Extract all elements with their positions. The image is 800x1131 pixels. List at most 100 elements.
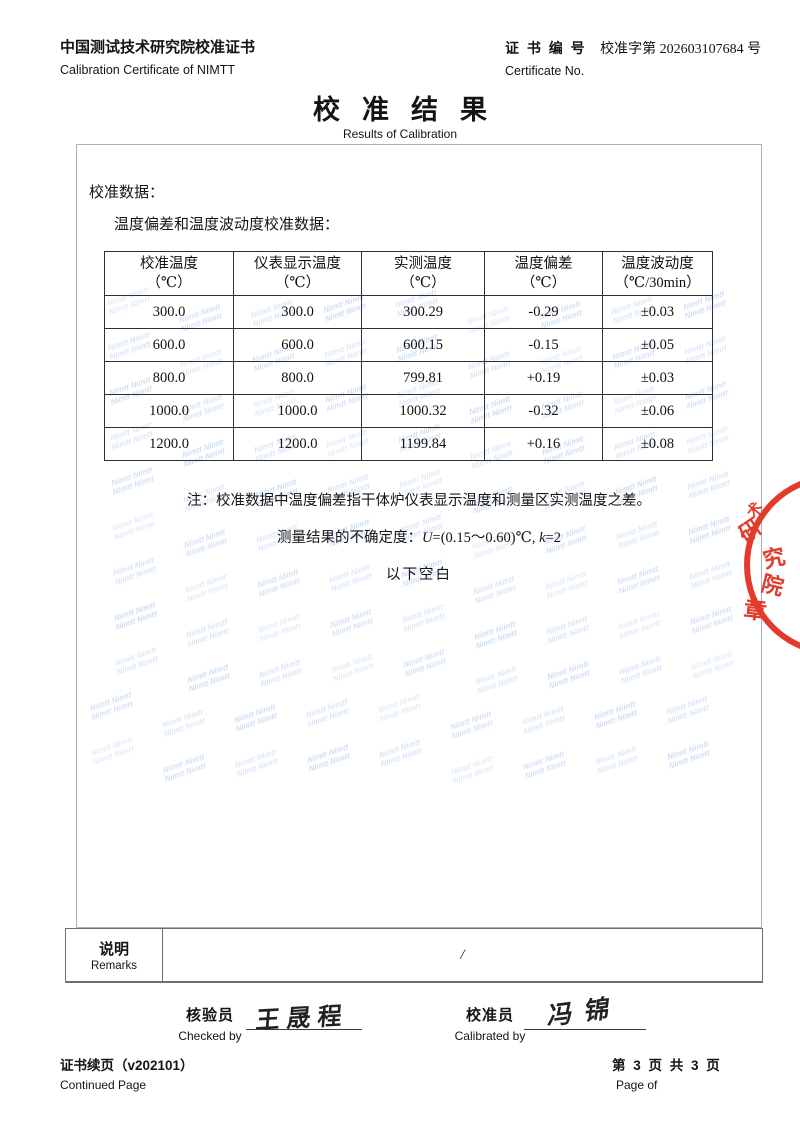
uncertainty-statement: 测量结果的不确定度：U=(0.15～0.60)℃, k=2: [77, 526, 761, 547]
watermark-text: Nimtt Nimtt Nimtt Nimtt: [473, 618, 518, 651]
watermark-text: Nimtt Nimtt Nimtt Nimtt: [689, 603, 734, 636]
table-cell: 300.0: [233, 295, 362, 329]
watermark-text: Nimtt Nimtt Nimtt Nimtt: [546, 658, 591, 691]
table-cell: 800.0: [104, 361, 234, 395]
watermark-text: Nimtt Nimtt Nimtt Nimtt: [114, 644, 159, 677]
stamp-char: 究: [761, 544, 788, 573]
checked-by-label: 核验员 Checked by: [172, 1004, 248, 1043]
table-cell: +0.16: [484, 427, 603, 461]
watermark-text: Nimtt Nimtt Nimtt Nimtt: [593, 698, 638, 731]
watermark-text: Nimtt Nimtt Nimtt Nimtt: [401, 601, 446, 634]
watermark-text: Nimtt Nimtt Nimtt Nimtt: [377, 691, 422, 724]
watermark-text: Nimtt Nimtt Nimtt Nimtt: [545, 613, 590, 646]
red-seal-stamp: 术 研 究 院 章: [738, 481, 800, 649]
org-title-en: Calibration Certificate of NIMTT: [60, 63, 236, 77]
calibration-table: 校准温度 （℃） 仪表显示温度 （℃） 实测温度 （℃） 温度偏差 （℃） 温度波动度 （℃/30…: [104, 251, 713, 461]
checked-by-label-cn: 核验员: [185, 1007, 234, 1024]
remarks-label-cell: 说明 Remarks: [66, 929, 163, 981]
remarks-box: 说明 Remarks /: [65, 928, 763, 983]
calibrated-by-label-cn: 校准员: [465, 1007, 514, 1024]
table-cell: 799.81: [361, 361, 485, 395]
table-caption: 温度偏差和温度波动度校准数据：: [114, 217, 340, 233]
watermark-text: Nimtt Nimtt Nimtt Nimtt: [305, 696, 350, 729]
table-cell: ±0.06: [602, 394, 713, 428]
watermark-text: Nimtt Nimtt Nimtt Nimtt: [378, 736, 423, 769]
table-header-line: 温度波动度: [621, 255, 694, 272]
table-cell: 1000.0: [104, 394, 234, 428]
watermark-text: Nimtt Nimtt Nimtt Nimtt: [617, 608, 662, 641]
table-row: 800.0 800.0 799.81 +0.19 ±0.03: [104, 361, 713, 395]
uncertainty-k-symbol: k: [539, 530, 546, 546]
calibrated-by-signature-line: [524, 1029, 646, 1030]
table-cell: ±0.08: [602, 427, 713, 461]
table-cell: 300.29: [361, 295, 485, 329]
page-title: 校准结果: [313, 95, 509, 125]
remarks-value: /: [460, 946, 465, 963]
blank-below-note: 以下空白: [386, 567, 452, 583]
uncertainty-value: =(0.15～0.60)℃,: [432, 530, 540, 546]
watermark-text: Nimtt Nimtt Nimtt Nimtt: [162, 751, 207, 784]
table-row: 1200.0 1200.0 1199.84 +0.16 ±0.08: [104, 427, 713, 461]
table-header-line: （℃/30min）: [614, 274, 701, 291]
watermark-text: Nimtt Nimtt Nimtt Nimtt: [234, 746, 279, 779]
table-cell: 1200.0: [233, 427, 362, 461]
certificate-number-label: 证 书 编 号: [505, 40, 587, 56]
table-cell: 1200.0: [104, 427, 234, 461]
watermark-text: Nimtt Nimtt Nimtt Nimtt: [618, 653, 663, 686]
watermark-text: Nimtt Nimtt Nimtt Nimtt: [233, 701, 278, 734]
footer-page-number-en: Page of: [616, 1078, 658, 1092]
uncertainty-u-symbol: U: [422, 530, 433, 546]
table-cell: -0.32: [484, 394, 603, 428]
watermark-text: Nimtt Nimtt Nimtt Nimtt: [474, 663, 519, 696]
table-header-line: 校准温度: [140, 255, 198, 272]
remarks-label-en: Remarks: [90, 960, 137, 972]
watermark-text: Nimtt Nimtt Nimtt Nimtt: [522, 748, 567, 781]
watermark-text: Nimtt Nimtt Nimtt Nimtt: [186, 661, 231, 694]
stamp-char: 章: [742, 596, 768, 624]
table-header-cell: 实测温度 （℃）: [361, 251, 485, 296]
watermark-text: Nimtt Nimtt Nimtt Nimtt: [666, 738, 711, 771]
table-cell: +0.19: [484, 361, 603, 395]
table-cell: 600.0: [233, 328, 362, 362]
table-row: 1000.0 1000.0 1000.32 -0.32 ±0.06: [104, 394, 713, 428]
certificate-number-row: 证 书 编 号 校准字第 202603107684 号: [505, 38, 761, 58]
table-row: 300.0 300.0 300.29 -0.29 ±0.03: [104, 295, 713, 329]
footer-page-number-cn: 第 3 页 共 3 页: [612, 1058, 722, 1073]
table-cell: 1000.32: [361, 394, 485, 428]
watermark-text: Nimtt Nimtt Nimtt Nimtt: [402, 646, 447, 679]
results-content-box: Nimtt Nimtt Nimtt Nimtt Nimtt Nimtt Nimtt…: [76, 144, 762, 928]
table-cell: 1000.0: [233, 394, 362, 428]
watermark-text: Nimtt Nimtt Nimtt Nimtt: [306, 741, 351, 774]
table-cell: ±0.03: [602, 361, 713, 395]
watermark-text: Nimtt Nimtt Nimtt Nimtt: [449, 708, 494, 741]
calibrated-by-label: 校准员 Calibrated by: [444, 1004, 536, 1043]
table-header-line: （℃）: [146, 274, 192, 291]
org-title-cn: 中国测试技术研究院校准证书: [60, 39, 256, 56]
uncertainty-k-value: =2: [545, 530, 561, 546]
watermark-text: Nimtt Nimtt Nimtt Nimtt: [185, 616, 230, 649]
certificate-number-label-en: Certificate No.: [505, 64, 585, 78]
checked-by-signature-line: [246, 1029, 362, 1030]
watermark-text: Nimtt Nimtt Nimtt Nimtt: [329, 606, 374, 639]
table-header-line: （℃）: [520, 274, 567, 291]
stamp-circle-icon: [744, 481, 800, 649]
watermark-text: Nimtt Nimtt Nimtt Nimtt: [161, 706, 206, 739]
checked-by-label-en: Checked by: [178, 1029, 242, 1043]
table-header-row: 校准温度 （℃） 仪表显示温度 （℃） 实测温度 （℃） 温度偏差 （℃） 温度波动度 （℃/30…: [104, 251, 713, 296]
table-cell: ±0.03: [602, 295, 713, 329]
watermark-text: Nimtt Nimtt Nimtt Nimtt: [665, 693, 710, 726]
watermark-text: Nimtt Nimtt Nimtt Nimtt: [90, 734, 135, 767]
calibrated-by-label-en: Calibrated by: [454, 1029, 526, 1043]
watermark-text: Nimtt Nimtt Nimtt Nimtt: [521, 703, 566, 736]
certificate-number-value: 校准字第 202603107684 号: [600, 42, 762, 57]
remarks-label-cn: 说明: [98, 941, 129, 958]
table-cell: ±0.05: [602, 328, 713, 362]
table-cell: 600.15: [361, 328, 485, 362]
watermark-text: Nimtt Nimtt Nimtt Nimtt: [258, 656, 303, 689]
watermark-text: Nimtt Nimtt Nimtt Nimtt: [330, 651, 375, 684]
deviation-note: 注：校准数据中温度偏差指干体炉仪表显示温度和测量区实测温度之差。: [187, 493, 651, 509]
table-header-cell: 仪表显示温度 （℃）: [233, 251, 362, 296]
table-header-cell: 温度波动度 （℃/30min）: [602, 251, 713, 296]
footer-continued-page-cn: 证书续页（v202101）: [60, 1058, 194, 1073]
